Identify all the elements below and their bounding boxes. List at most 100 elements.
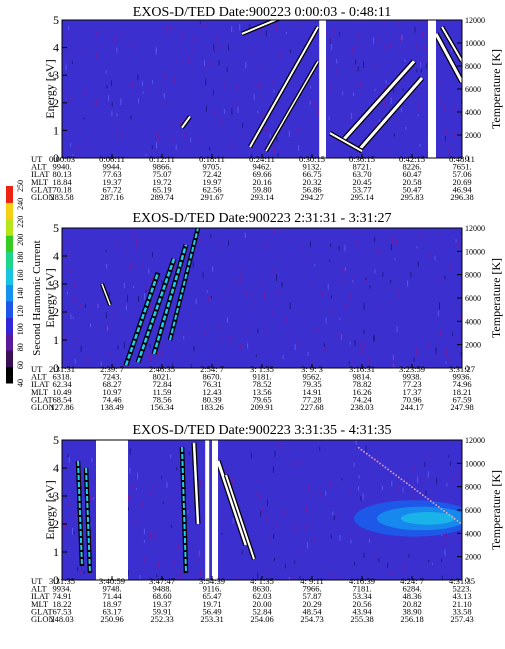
noise-speck xyxy=(226,66,228,73)
noise-speck xyxy=(227,44,229,50)
noise-speck xyxy=(142,91,144,94)
noise-speck xyxy=(404,48,406,51)
noise-speck xyxy=(234,262,236,266)
noise-speck xyxy=(241,267,243,274)
noise-speck xyxy=(386,149,388,155)
noise-speck xyxy=(293,521,295,524)
colorbar-segment xyxy=(6,333,13,351)
y2-tick-label: 12000 xyxy=(465,16,485,25)
table-cell: 74.46 xyxy=(102,394,121,404)
noise-speck xyxy=(325,490,327,496)
noise-speck xyxy=(150,303,151,311)
chart-title-date: Date:900223 xyxy=(218,211,294,226)
noise-speck xyxy=(288,576,290,580)
temperature-trace-point xyxy=(443,510,445,512)
noise-speck xyxy=(446,483,448,487)
noise-speck xyxy=(445,361,447,364)
noise-speck xyxy=(138,295,139,302)
noise-speck xyxy=(298,145,300,152)
noise-speck xyxy=(339,318,341,321)
noise-speck xyxy=(153,324,155,329)
streak xyxy=(85,467,91,574)
noise-speck xyxy=(342,91,344,96)
noise-speck xyxy=(429,557,431,560)
noise-speck xyxy=(374,64,376,69)
noise-speck xyxy=(213,334,214,339)
noise-speck xyxy=(83,571,85,574)
chart-title-date: Date:900223 xyxy=(219,5,295,20)
table-cell: 2:46:35 xyxy=(149,364,175,374)
noise-speck xyxy=(205,66,207,70)
colorbar-tick-label: 40 xyxy=(16,379,25,387)
table-cell: 248.03 xyxy=(50,614,73,624)
noise-speck xyxy=(266,128,268,131)
table-row-label: ILAT xyxy=(31,169,50,179)
y2-tick-label: 8000 xyxy=(465,62,481,71)
table-cell: 4: 9:11 xyxy=(300,576,324,586)
noise-speck xyxy=(416,348,417,356)
streak xyxy=(152,244,188,355)
noise-speck xyxy=(74,298,75,302)
noise-speck xyxy=(314,553,316,561)
noise-speck xyxy=(384,86,386,93)
noise-speck xyxy=(111,111,113,117)
table-cell: 8021. xyxy=(152,372,171,382)
noise-speck xyxy=(436,478,438,485)
noise-speck xyxy=(327,60,329,68)
noise-speck xyxy=(135,237,137,244)
noise-speck xyxy=(308,485,310,491)
noise-speck xyxy=(119,134,121,137)
noise-speck xyxy=(213,43,215,51)
table-cell: 209.91 xyxy=(250,402,273,412)
y2-tick-label: 12000 xyxy=(465,224,485,233)
noise-speck xyxy=(139,575,141,579)
table-cell: 0:06:11 xyxy=(99,154,125,164)
noise-speck xyxy=(414,465,416,472)
noise-speck xyxy=(391,238,393,244)
table-cell: 4:24: 7 xyxy=(400,576,424,586)
table-cell: 289.74 xyxy=(150,192,174,202)
noise-speck xyxy=(325,317,327,324)
noise-speck xyxy=(253,94,255,100)
temperature-trace-point xyxy=(430,500,432,502)
y-tick-label: 4 xyxy=(53,461,59,475)
noise-speck xyxy=(133,267,135,274)
table-cell: 2:31:31 xyxy=(49,364,75,374)
noise-speck xyxy=(67,291,68,295)
temperature-trace-point xyxy=(459,522,461,524)
table-cell: 255.38 xyxy=(350,614,373,624)
table-cell: 67.53 xyxy=(52,606,71,616)
noise-speck xyxy=(432,562,434,565)
noise-speck xyxy=(150,354,151,362)
noise-speck xyxy=(262,506,264,513)
noise-speck xyxy=(301,318,302,322)
noise-speck xyxy=(294,344,296,350)
noise-speck xyxy=(361,347,363,355)
noise-speck xyxy=(279,444,281,450)
noise-speck xyxy=(204,60,205,66)
noise-speck xyxy=(226,513,228,520)
noise-speck xyxy=(329,480,331,487)
noise-speck xyxy=(365,445,367,453)
noise-speck xyxy=(329,84,331,92)
table-cell: 63.70 xyxy=(352,169,371,179)
noise-speck xyxy=(346,117,348,121)
noise-speck xyxy=(359,343,361,347)
noise-speck xyxy=(106,263,108,269)
noise-speck xyxy=(360,81,362,88)
temperature-trace-point xyxy=(456,520,459,522)
table-cell: 295.83 xyxy=(400,192,423,202)
noise-speck xyxy=(132,81,134,88)
noise-speck xyxy=(262,35,264,39)
noise-speck xyxy=(343,266,345,273)
table-cell: 257.43 xyxy=(450,614,473,624)
noise-speck xyxy=(126,246,128,253)
data-gap xyxy=(96,440,128,580)
noise-speck xyxy=(90,522,92,528)
noise-speck xyxy=(116,126,118,129)
noise-speck xyxy=(121,132,123,138)
y2-tick-label: 8000 xyxy=(465,271,481,280)
table-cell: 0:30:15 xyxy=(299,154,325,164)
colorbar-segment xyxy=(6,202,13,220)
noise-speck xyxy=(331,295,333,299)
